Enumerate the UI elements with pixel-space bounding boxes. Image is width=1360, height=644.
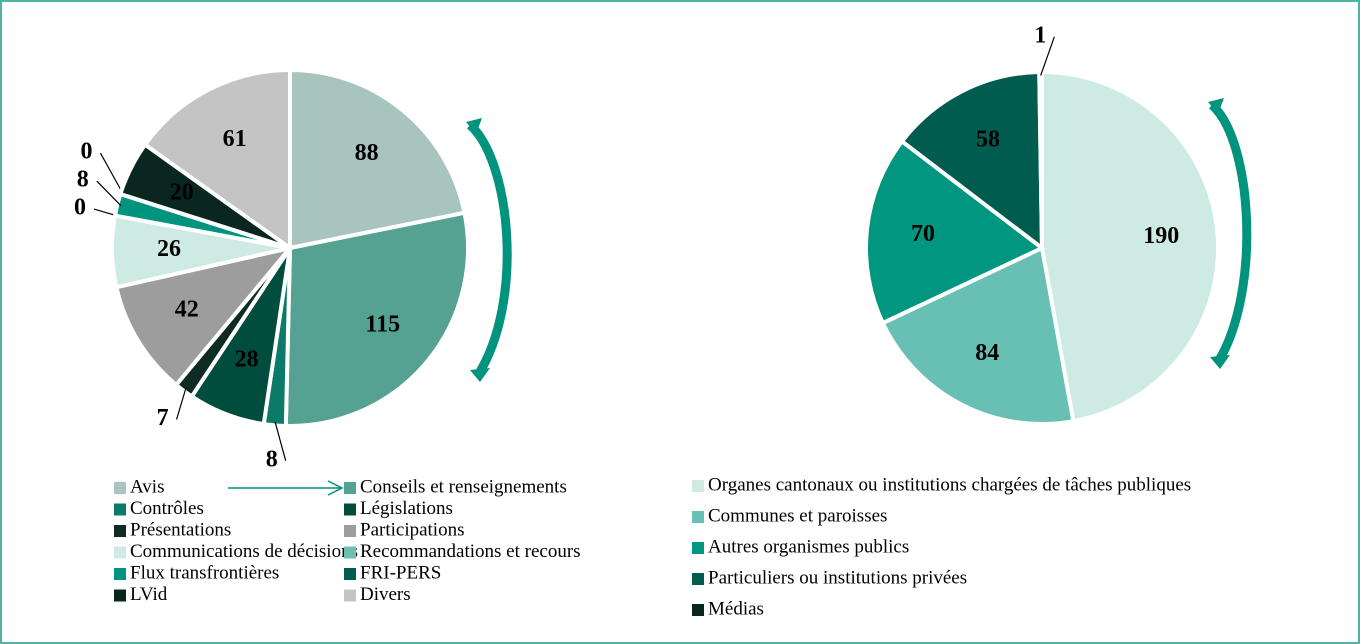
leader-line xyxy=(1040,36,1055,76)
data-label: 115 xyxy=(365,311,400,337)
leader-line xyxy=(274,421,287,461)
leader-line xyxy=(175,387,187,420)
data-label: 88 xyxy=(355,140,379,166)
pie-slice xyxy=(899,69,1045,253)
legend-label: Avis xyxy=(130,476,164,497)
legend-swatch xyxy=(114,589,126,602)
legend-label: Présentations xyxy=(130,519,231,540)
legend-swatch xyxy=(114,482,126,494)
legend-swatch xyxy=(344,503,356,516)
data-label: 190 xyxy=(1143,223,1179,249)
pie-slice xyxy=(142,67,292,252)
data-label: 61 xyxy=(223,126,247,152)
legend-swatch xyxy=(114,568,126,580)
pie-slice xyxy=(283,210,470,428)
pie-slice xyxy=(113,244,296,388)
data-label: 0 xyxy=(74,195,86,221)
legend-label: Communications de décisions xyxy=(130,541,358,562)
arrow xyxy=(466,121,512,378)
leader-line xyxy=(99,152,125,196)
legend-swatch xyxy=(692,573,704,585)
data-label: 20 xyxy=(170,179,194,205)
legend-label: Flux transfrontières xyxy=(130,562,279,583)
pie-slice xyxy=(864,138,1046,326)
legend-arrow-head xyxy=(327,480,344,496)
legend-label: Recommandations et recours xyxy=(360,541,581,562)
legend-label: Autres organismes publics xyxy=(708,536,909,557)
legend-label: Participations xyxy=(360,519,464,540)
data-label: 58 xyxy=(976,127,1000,153)
data-label: 84 xyxy=(975,340,999,366)
legend-swatch xyxy=(114,546,126,559)
leader-line xyxy=(96,180,122,207)
legend-swatch xyxy=(692,542,704,554)
pie-slice xyxy=(880,245,1076,426)
pie-slice xyxy=(1037,69,1044,249)
legend-swatch xyxy=(344,546,356,559)
legend-swatch xyxy=(344,525,356,537)
legend-swatch xyxy=(692,604,704,616)
legend-label: Communes et paroisses xyxy=(708,505,887,526)
pie-slice xyxy=(1040,69,1220,424)
legend-swatch xyxy=(692,480,704,492)
legend-label: Particuliers ou institutions privées xyxy=(708,567,967,588)
arrow xyxy=(1208,101,1252,365)
data-label: 70 xyxy=(911,221,935,247)
legend-label: Législations xyxy=(360,498,453,519)
data-label: 0 xyxy=(80,139,92,165)
legend-label: Contrôles xyxy=(130,498,204,519)
data-label: 7 xyxy=(157,405,169,431)
legend-swatch xyxy=(114,525,126,537)
legend-label: Divers xyxy=(360,584,411,605)
data-label: 28 xyxy=(235,347,259,373)
data-label: 8 xyxy=(266,446,278,472)
data-label: 42 xyxy=(175,297,199,323)
arrow-head xyxy=(466,118,482,134)
legend-swatch xyxy=(344,482,356,494)
legend-label: Conseils et renseignements xyxy=(360,476,567,497)
legend-swatch xyxy=(344,568,356,580)
legend-label: Organes cantonaux ou institutions chargé… xyxy=(708,474,1191,495)
legend-label: FRI-PERS xyxy=(360,562,441,583)
legend-swatch xyxy=(114,503,126,516)
legend-swatch xyxy=(692,511,704,523)
legend-swatch xyxy=(344,589,356,602)
data-label: 8 xyxy=(77,167,89,193)
legend-label: Médias xyxy=(708,598,764,619)
arrow-head xyxy=(470,368,490,382)
data-label: 26 xyxy=(157,236,181,262)
pie-slice xyxy=(288,67,467,251)
data-label: 1 xyxy=(1034,22,1046,48)
arrow-head xyxy=(1208,98,1224,114)
legend-label: LVid xyxy=(130,584,168,605)
arrow-head xyxy=(1210,355,1230,369)
